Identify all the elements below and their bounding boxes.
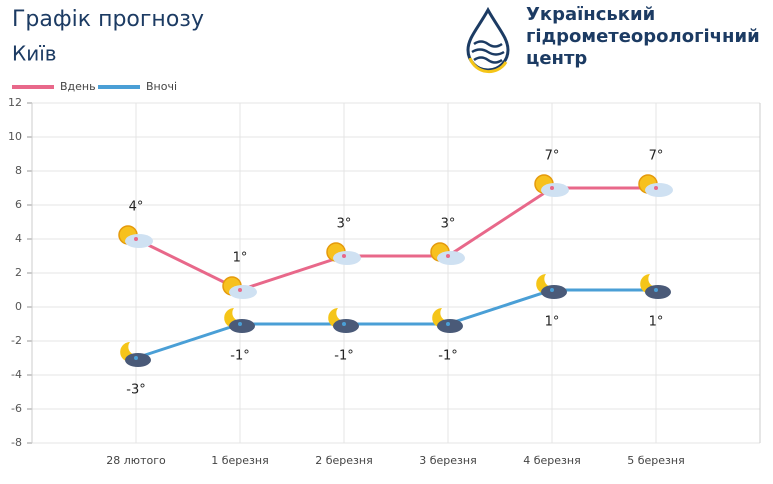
x-tick-label: 28 лютого bbox=[106, 454, 166, 467]
y-tick-label: -8 bbox=[11, 436, 22, 449]
y-tick-label: 6 bbox=[15, 198, 22, 211]
cloud bbox=[125, 234, 153, 248]
value-label: 4° bbox=[129, 200, 144, 215]
y-tick-label: 10 bbox=[8, 130, 22, 143]
cloud bbox=[229, 285, 257, 299]
point bbox=[134, 356, 138, 360]
cloud bbox=[229, 319, 255, 333]
value-label: 1° bbox=[233, 251, 248, 266]
series-line bbox=[135, 186, 656, 292]
x-tick-label: 1 березня bbox=[211, 454, 268, 467]
y-tick-label: -2 bbox=[11, 334, 22, 347]
weather-icon bbox=[638, 174, 673, 197]
x-tick-label: 4 березня bbox=[523, 454, 580, 467]
legend-label: Вночі bbox=[146, 80, 177, 93]
cloud bbox=[333, 251, 361, 265]
weather-icon bbox=[222, 276, 257, 299]
cloud bbox=[541, 183, 569, 197]
cloud bbox=[541, 285, 567, 299]
value-label: 3° bbox=[337, 217, 352, 232]
value-label: -1° bbox=[230, 349, 249, 364]
y-tick-label: -6 bbox=[11, 402, 22, 415]
y-tick-label: 8 bbox=[15, 164, 22, 177]
point bbox=[654, 288, 658, 292]
value-label: 1° bbox=[545, 315, 560, 330]
point bbox=[238, 288, 242, 292]
org-name: центр bbox=[526, 48, 587, 69]
point bbox=[342, 254, 346, 258]
point bbox=[446, 254, 450, 258]
value-label: 7° bbox=[545, 149, 560, 164]
value-label: -1° bbox=[438, 349, 457, 364]
point bbox=[550, 186, 554, 190]
point bbox=[654, 186, 658, 190]
point bbox=[550, 288, 554, 292]
org-name: гідрометеорологічний bbox=[526, 26, 760, 47]
value-label: -3° bbox=[126, 383, 145, 398]
value-label: 3° bbox=[441, 217, 456, 232]
chart-title: Графік прогнозу bbox=[12, 7, 204, 32]
y-tick-label: 12 bbox=[8, 96, 22, 109]
cloud bbox=[645, 285, 671, 299]
y-tick-label: 2 bbox=[15, 266, 22, 279]
weather-icon bbox=[326, 242, 361, 265]
cloud bbox=[645, 183, 673, 197]
value-label: -1° bbox=[334, 349, 353, 364]
x-tick-label: 3 березня bbox=[419, 454, 476, 467]
chart-subtitle: Київ bbox=[12, 42, 57, 66]
x-tick-label: 2 березня bbox=[315, 454, 372, 467]
weather-icon bbox=[118, 225, 153, 248]
value-label: 1° bbox=[649, 315, 664, 330]
x-tick-label: 5 березня bbox=[627, 454, 684, 467]
org-name: Український bbox=[526, 4, 655, 25]
y-tick-label: 4 bbox=[15, 232, 22, 245]
series-line bbox=[135, 288, 656, 360]
point bbox=[134, 237, 138, 241]
y-tick-label: -4 bbox=[11, 368, 22, 381]
weather-icon bbox=[430, 242, 465, 265]
value-label: 7° bbox=[649, 149, 664, 164]
cloud bbox=[333, 319, 359, 333]
y-tick-label: 0 bbox=[15, 300, 22, 313]
legend-label: Вдень bbox=[60, 80, 96, 93]
point bbox=[446, 322, 450, 326]
point bbox=[342, 322, 346, 326]
weather-icon bbox=[534, 174, 569, 197]
cloud bbox=[437, 319, 463, 333]
cloud bbox=[437, 251, 465, 265]
point bbox=[238, 322, 242, 326]
logo bbox=[466, 6, 510, 74]
cloud bbox=[125, 353, 151, 367]
